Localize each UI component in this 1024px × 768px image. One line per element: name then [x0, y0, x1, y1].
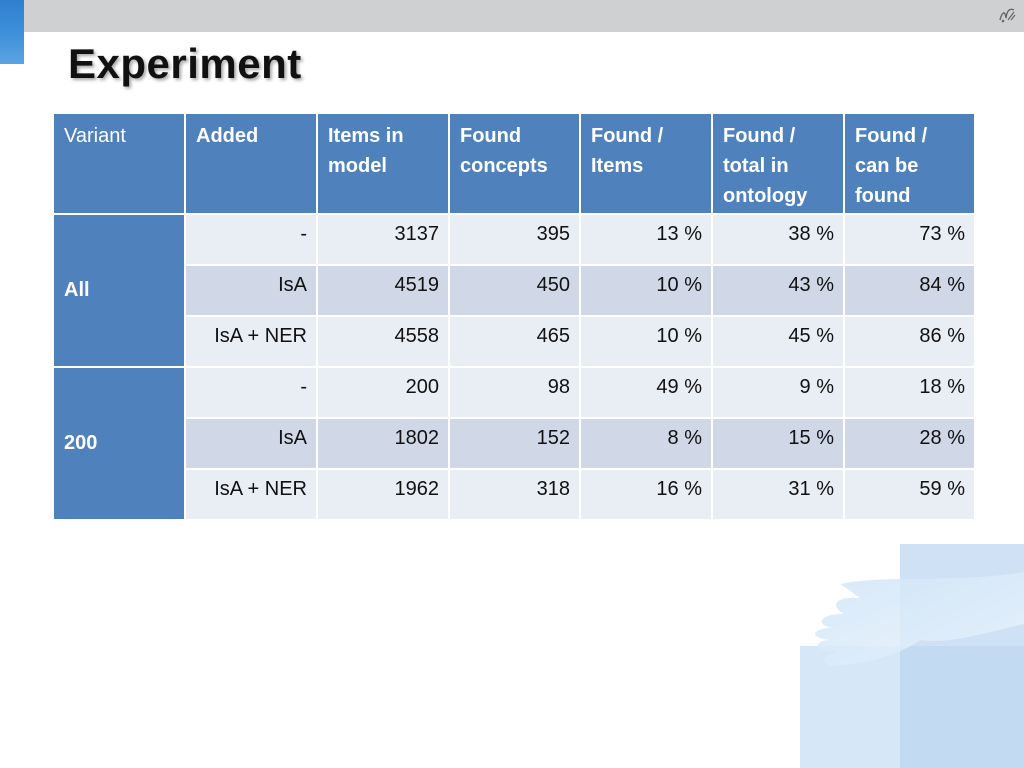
- table-cell: 49 %: [579, 366, 713, 419]
- header-cell: Found / can be found: [843, 112, 976, 215]
- variant-cell: All: [52, 213, 186, 368]
- table-cell: IsA: [184, 417, 318, 470]
- table-cell: 43 %: [711, 264, 845, 317]
- table-cell: 3137: [316, 213, 450, 266]
- table-cell: 10 %: [579, 315, 713, 368]
- header-row: Variant Added Items in model Found conce…: [52, 112, 976, 215]
- table-cell: 450: [448, 264, 581, 317]
- table-cell: 152: [448, 417, 581, 470]
- header-cell: Items in model: [316, 112, 450, 215]
- table-cell: 395: [448, 213, 581, 266]
- table-cell: 18 %: [843, 366, 976, 419]
- table-cell: 84 %: [843, 264, 976, 317]
- header-cell: Added: [184, 112, 318, 215]
- table-row: IsA + NER 1962 318 16 % 31 % 59 %: [53, 468, 976, 521]
- table-cell: IsA + NER: [184, 315, 318, 368]
- table-cell: 16 %: [579, 468, 713, 521]
- header-cell: Found concepts: [448, 112, 581, 215]
- publisher-logo-icon: [999, 8, 1016, 23]
- results-table: Variant Added Items in model Found conce…: [52, 112, 976, 521]
- table-cell: 73 %: [843, 213, 976, 266]
- table-cell: 465: [448, 315, 581, 368]
- table-cell: 13 %: [579, 213, 713, 266]
- table-cell: 38 %: [711, 213, 845, 266]
- table-cell: 86 %: [843, 315, 976, 368]
- table-cell: 28 %: [843, 417, 976, 470]
- table-row: IsA 4519 450 10 % 43 % 84 %: [53, 264, 976, 317]
- header-cell: Variant: [52, 112, 186, 215]
- table-cell: 1962: [316, 468, 450, 521]
- table-cell: -: [184, 366, 318, 419]
- table-cell: 200: [316, 366, 450, 419]
- accent-block: [0, 0, 24, 64]
- table-cell: 8 %: [579, 417, 713, 470]
- table-cell: 10 %: [579, 264, 713, 317]
- top-bar: [0, 0, 1024, 32]
- table-row: IsA + NER 4558 465 10 % 45 % 86 %: [53, 315, 976, 368]
- table-cell: 4519: [316, 264, 450, 317]
- table-row: 200 - 200 98 49 % 9 % 18 %: [52, 366, 976, 521]
- table-cell: 59 %: [843, 468, 976, 521]
- table-cell: 318: [448, 468, 581, 521]
- table-cell: 15 %: [711, 417, 845, 470]
- table-cell: 1802: [316, 417, 450, 470]
- table-cell: -: [184, 213, 318, 266]
- table-cell: 4558: [316, 315, 450, 368]
- table-cell: 45 %: [711, 315, 845, 368]
- table-cell: 9 %: [711, 366, 845, 419]
- slide-title: Experiment: [68, 40, 302, 87]
- hand-graphic: [800, 544, 1024, 768]
- table-cell: 31 %: [711, 468, 845, 521]
- table-row: All - 3137 395 13 % 38 % 73 %: [52, 213, 976, 368]
- table-row: IsA 1802 152 8 % 15 % 28 %: [53, 417, 976, 470]
- header-cell: Found / Items: [579, 112, 713, 215]
- variant-cell: 200: [52, 366, 186, 521]
- header-cell: Found / total in ontology: [711, 112, 845, 215]
- table-cell: IsA: [184, 264, 318, 317]
- table-cell: 98: [448, 366, 581, 419]
- table-cell: IsA + NER: [184, 468, 318, 521]
